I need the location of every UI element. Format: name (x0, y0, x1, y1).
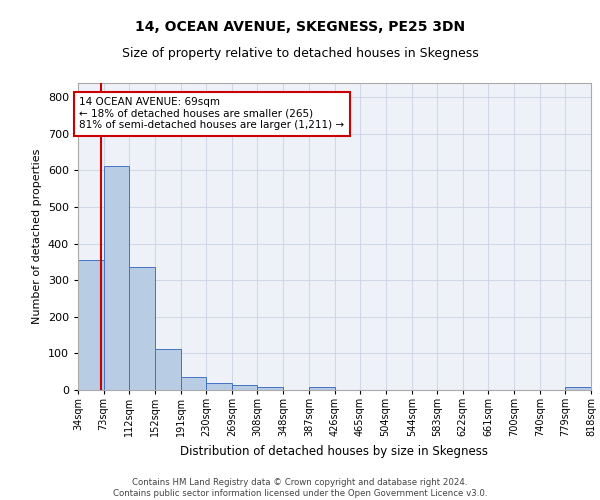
Text: 14 OCEAN AVENUE: 69sqm
← 18% of detached houses are smaller (265)
81% of semi-de: 14 OCEAN AVENUE: 69sqm ← 18% of detached… (79, 97, 344, 130)
Bar (155, 348, 181, 390)
X-axis label: Distribution of detached houses by size in Skegness: Distribution of detached houses by size … (181, 444, 488, 458)
Text: Contains HM Land Registry data © Crown copyright and database right 2024.
Contai: Contains HM Land Registry data © Crown c… (113, 478, 487, 498)
Bar (232, 385, 257, 390)
Text: Size of property relative to detached houses in Skegness: Size of property relative to detached ho… (122, 48, 478, 60)
Bar (129, 268, 155, 390)
Bar (309, 387, 335, 390)
Bar (565, 387, 591, 390)
Bar (181, 377, 206, 390)
Bar (257, 387, 283, 390)
Bar (78, 260, 104, 390)
Bar (206, 382, 232, 390)
Text: 14, OCEAN AVENUE, SKEGNESS, PE25 3DN: 14, OCEAN AVENUE, SKEGNESS, PE25 3DN (135, 20, 465, 34)
Bar (104, 166, 129, 390)
Y-axis label: Number of detached properties: Number of detached properties (32, 148, 42, 324)
